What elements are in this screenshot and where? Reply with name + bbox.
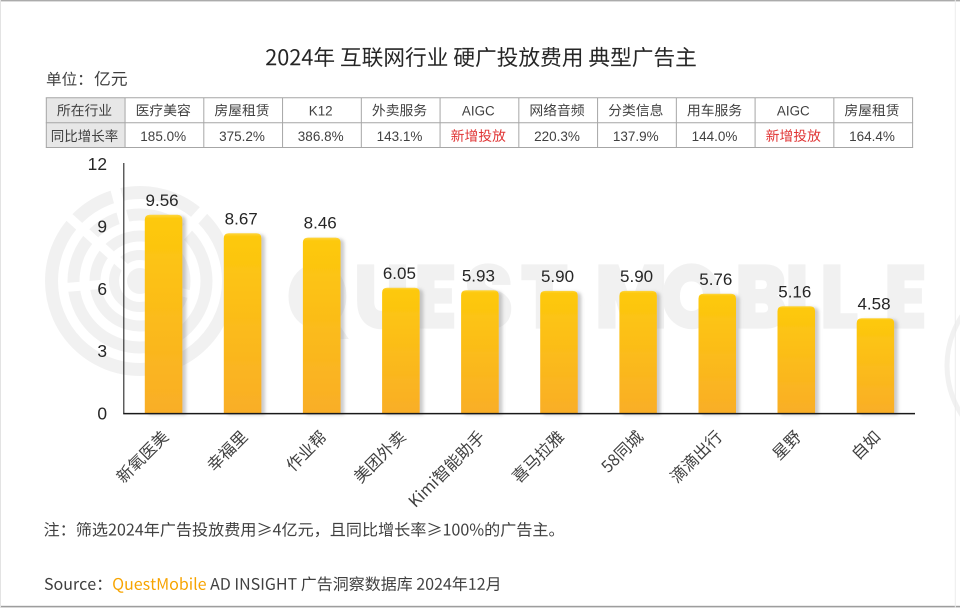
svg-text:同比增长率: 同比增长率 bbox=[51, 128, 119, 144]
svg-text:5.16: 5.16 bbox=[778, 282, 811, 301]
svg-text:185.0%: 185.0% bbox=[140, 129, 186, 144]
svg-text:375.2%: 375.2% bbox=[219, 129, 265, 144]
svg-text:K12: K12 bbox=[309, 103, 333, 118]
svg-text:12: 12 bbox=[88, 154, 107, 174]
svg-text:AIGC: AIGC bbox=[462, 103, 495, 118]
svg-text:5.93: 5.93 bbox=[462, 266, 495, 285]
svg-text:137.9%: 137.9% bbox=[613, 129, 659, 144]
svg-text:5.90: 5.90 bbox=[620, 267, 653, 286]
svg-text:386.8%: 386.8% bbox=[298, 129, 344, 144]
svg-text:220.3%: 220.3% bbox=[534, 129, 580, 144]
svg-text:144.0%: 144.0% bbox=[692, 129, 738, 144]
svg-text:6: 6 bbox=[97, 279, 107, 299]
svg-text:5.90: 5.90 bbox=[541, 267, 574, 286]
svg-text:4.58: 4.58 bbox=[857, 294, 890, 313]
svg-text:6.05: 6.05 bbox=[383, 264, 416, 283]
svg-text:AIGC: AIGC bbox=[777, 103, 810, 118]
svg-text:8.67: 8.67 bbox=[225, 209, 258, 228]
svg-text:143.1%: 143.1% bbox=[377, 129, 423, 144]
svg-text:3: 3 bbox=[97, 341, 107, 361]
svg-text:5.76: 5.76 bbox=[699, 270, 732, 289]
svg-text:164.4%: 164.4% bbox=[849, 129, 895, 144]
svg-text:9: 9 bbox=[97, 216, 107, 236]
svg-text:9.56: 9.56 bbox=[146, 191, 179, 210]
svg-text:8.46: 8.46 bbox=[304, 214, 337, 233]
svg-text:0: 0 bbox=[97, 404, 107, 424]
